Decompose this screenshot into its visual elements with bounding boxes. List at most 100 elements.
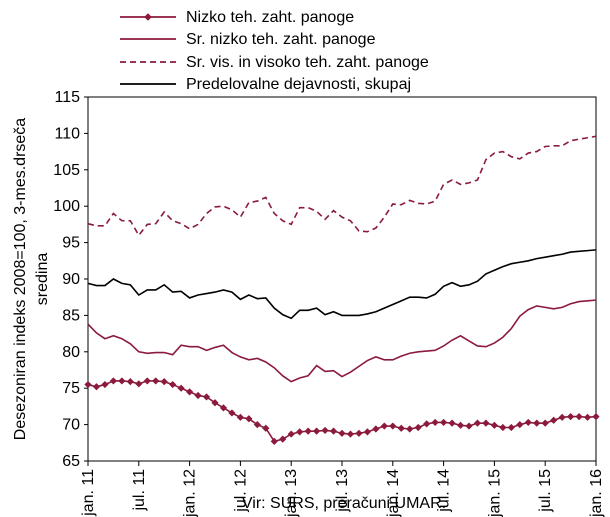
data-point-marker [541,419,549,427]
data-point-marker [135,380,143,388]
data-point-marker [363,428,371,436]
data-point-marker [414,423,422,432]
y-tick-label: 105 [53,162,80,179]
data-point-marker [583,413,592,421]
legend-item: Sr. vis. in visoko teh. zaht. panoge [120,54,429,71]
plot-border [87,96,597,462]
plot-area [87,96,597,462]
data-point-marker [533,419,541,427]
legend-label: Predelovalne dejavnosti, skupaj [186,76,411,93]
data-point-marker [499,423,507,432]
legend: Nizko teh. zaht. panoge Sr. nizko teh. za… [120,9,429,93]
x-tick-label: jul. 13 [334,469,351,513]
data-point-marker [126,378,134,386]
data-point-marker [338,429,346,437]
data-point-marker [346,430,355,438]
x-tick-label: jan. 13 [283,469,300,517]
data-point-marker [92,383,101,391]
data-point-marker [355,429,363,437]
data-point-marker [482,419,490,427]
y-axis: 65 70 75 80 85 90 95 100 105 110 115 [53,89,88,470]
y-tick-label: 90 [62,271,80,288]
legend-label: Sr. nizko teh. zaht. panoge [186,31,376,48]
data-point-marker [397,424,405,432]
data-point-marker [329,427,338,435]
data-point-marker [448,419,456,427]
data-point-marker [380,422,388,430]
x-tick-label: jan. 12 [182,469,199,517]
x-tick-label: jul. 12 [232,469,249,513]
data-point-marker [516,421,524,429]
series-3 [87,135,597,237]
legend-label: Nizko teh. zaht. panoge [186,9,354,26]
data-point-marker [507,423,515,432]
data-point-marker [423,420,431,428]
data-point-marker [313,427,321,435]
data-point-marker [202,393,211,401]
data-point-marker [372,425,380,433]
data-point-marker [406,425,414,433]
x-tick-label: jul. 11 [131,469,148,512]
series-line [87,249,597,320]
y-tick-label: 70 [62,417,80,434]
y-tick-label: 80 [62,344,80,361]
data-point-marker [456,421,465,429]
series-1 [84,377,600,445]
series-layer [84,135,600,445]
x-tick-label: jan. 14 [385,469,402,517]
data-point-marker [219,404,228,412]
data-point-marker [236,413,244,421]
x-tick-label: jan. 16 [588,469,605,517]
data-point-marker [143,377,151,385]
data-point-marker [211,399,219,407]
data-point-marker [262,424,270,432]
data-point-marker [473,419,482,427]
legend-item: Sr. nizko teh. zaht. panoge [120,31,376,48]
data-point-marker [592,412,600,421]
data-point-marker [304,427,312,435]
y-tick-label: 115 [54,89,80,106]
data-point-marker [490,421,498,429]
legend-label: Sr. vis. in visoko teh. zaht. panoge [186,54,429,71]
series-line [87,135,597,237]
series-2 [87,299,597,383]
legend-marker [144,13,152,21]
data-point-marker [101,380,109,389]
data-point-marker [440,418,448,427]
y-axis-label-line-1: Desezoniran indeks 2008=100, 3-mes.drseč… [12,118,29,441]
y-tick-label: 85 [62,307,80,324]
y-tick-label: 65 [62,453,80,470]
legend-item: Predelovalne dejavnosti, skupaj [120,76,411,93]
data-point-marker [296,428,304,436]
data-point-marker [465,422,473,430]
data-point-marker [84,380,92,389]
y-tick-label: 100 [53,198,80,215]
data-point-marker [558,413,566,421]
data-point-marker [287,430,295,438]
data-point-marker [194,391,202,400]
y-axis-label-line-2: sredina [34,253,51,306]
data-point-marker [389,422,397,430]
data-point-marker [567,412,575,421]
x-tick-label: jan. 11 [80,469,97,517]
x-tick-label: jan. 15 [486,469,503,517]
data-point-marker [279,435,287,443]
data-point-marker [118,377,126,385]
series-4 [87,249,597,320]
data-point-marker [160,378,168,386]
data-point-marker [270,437,278,445]
data-point-marker [245,415,253,423]
data-point-marker [575,412,583,421]
data-point-marker [321,426,329,435]
data-point-marker [524,418,532,427]
legend-item: Nizko teh. zaht. panoge [120,9,354,26]
x-tick-label: jul. 14 [436,469,453,513]
data-point-marker [228,409,236,417]
data-point-marker [186,388,194,396]
data-point-marker [431,418,439,427]
x-axis: jan. 11 jul. 11 jan. 12 jul. 12 jan. 13 jul. … [80,461,605,517]
data-point-marker [550,416,558,424]
source-note: Vir: SURS, preračuni UMAR. [242,495,446,512]
x-tick-label: jul. 15 [537,469,554,513]
